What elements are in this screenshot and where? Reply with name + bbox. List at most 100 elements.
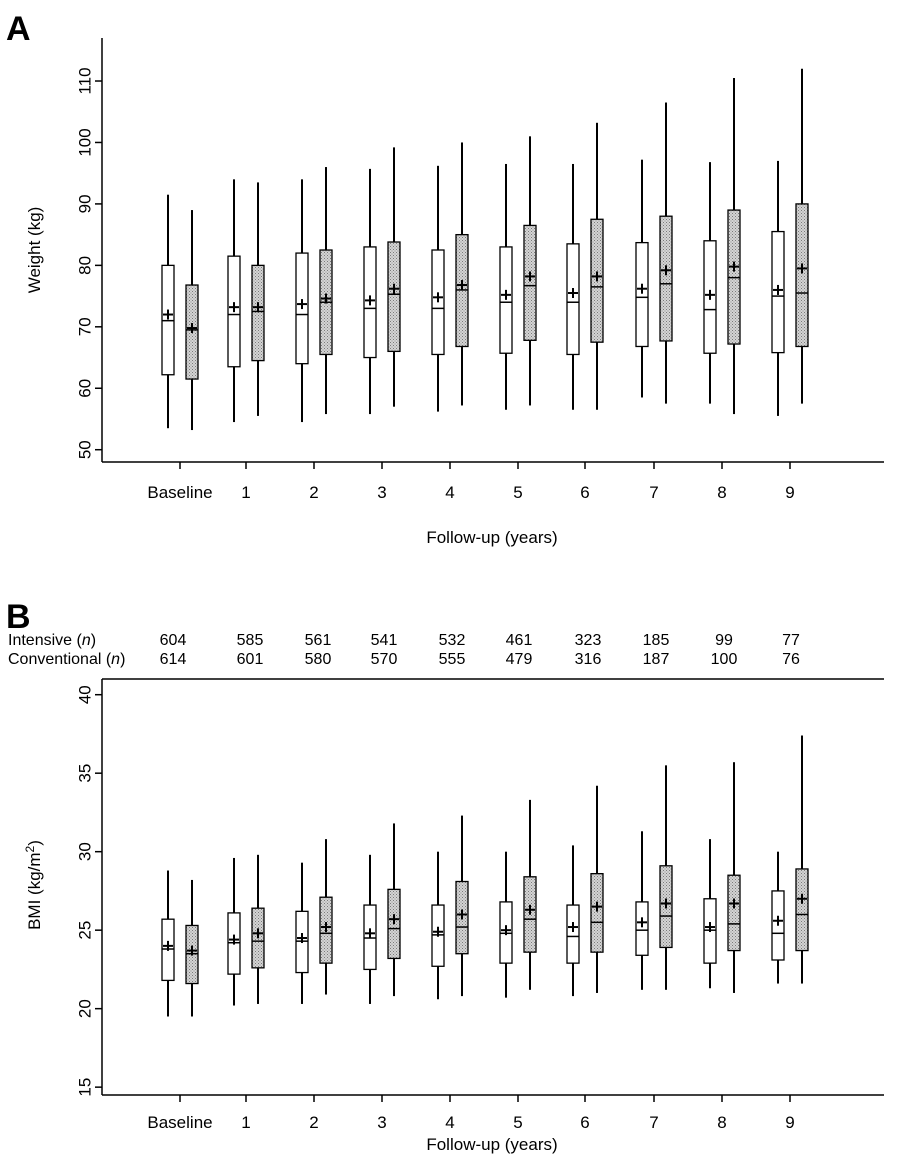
panel-a-box-shaded bbox=[185, 210, 199, 431]
panel-a-x-tick-label: 4 bbox=[445, 483, 454, 502]
panel-a-box-white bbox=[703, 162, 717, 404]
box-iqr bbox=[659, 215, 673, 342]
n-value: 580 bbox=[305, 651, 332, 668]
box-iqr bbox=[795, 868, 809, 952]
panel-a-x-tick-label: 8 bbox=[717, 483, 726, 502]
panel-a-y-tick-label: 70 bbox=[75, 317, 94, 336]
panel-b-box-white bbox=[227, 857, 241, 1006]
panel-b-box-shaded bbox=[795, 735, 809, 984]
n-value: 601 bbox=[237, 651, 264, 668]
panel-b-box-shaded bbox=[727, 762, 741, 993]
n-value: 316 bbox=[575, 651, 602, 668]
box-iqr bbox=[635, 901, 649, 956]
n-table: Intensive (n) Conventional (n) 604 585 561… bbox=[8, 632, 800, 668]
n-value: 479 bbox=[506, 651, 533, 668]
panel-b-y-tick-label: 35 bbox=[75, 764, 94, 783]
panel-b-x-ticks: Baseline 1 2 3 4 5 6 7 8 9 bbox=[147, 1095, 795, 1132]
panel-a-box-white bbox=[161, 194, 175, 429]
box-iqr bbox=[795, 203, 809, 348]
box-iqr bbox=[499, 246, 513, 354]
panel-b-box-shaded bbox=[523, 799, 537, 990]
panel-a-y-tick-label: 60 bbox=[75, 379, 94, 398]
n-value: 585 bbox=[237, 632, 264, 649]
n-value: 76 bbox=[782, 651, 800, 668]
panel-letter-b: B bbox=[6, 598, 31, 636]
box-iqr bbox=[387, 241, 401, 353]
box-iqr bbox=[635, 241, 649, 348]
box-iqr bbox=[251, 264, 265, 362]
panel-b-x-tick-label: 5 bbox=[513, 1113, 522, 1132]
panel-a-boxes bbox=[161, 68, 809, 431]
n-value: 555 bbox=[439, 651, 466, 668]
panel-b-box-shaded bbox=[455, 815, 469, 997]
panel-a-box-white bbox=[499, 163, 513, 410]
panel-a-box-shaded bbox=[795, 68, 809, 404]
panel-b-x-tick-label: 8 bbox=[717, 1113, 726, 1132]
n-value: 532 bbox=[439, 632, 466, 649]
panel-b-box-shaded bbox=[251, 854, 265, 1004]
n-value: 187 bbox=[643, 651, 670, 668]
panel-b-box-white bbox=[703, 839, 717, 989]
n-value: 323 bbox=[575, 632, 602, 649]
n-row-label-conventional: Conventional (n) bbox=[8, 651, 125, 668]
panel-a-x-tick-label: 7 bbox=[649, 483, 658, 502]
n-row-label-intensive: Intensive (n) bbox=[8, 632, 96, 649]
panel-b-x-tick-label: 7 bbox=[649, 1113, 658, 1132]
box-iqr bbox=[566, 243, 580, 356]
n-value: 570 bbox=[371, 651, 398, 668]
panel-b-box-white bbox=[363, 854, 377, 1004]
panel-a-y-tick-label: 100 bbox=[75, 128, 94, 156]
panel-b-box-white bbox=[161, 870, 175, 1017]
n-value: 185 bbox=[643, 632, 670, 649]
panel-a-x-tick-label: 9 bbox=[785, 483, 794, 502]
panel-b-box-white bbox=[499, 851, 513, 998]
panel-a-box-white bbox=[771, 160, 785, 416]
panel-a-box-shaded bbox=[590, 122, 604, 410]
panel-b-x-tick-label: 6 bbox=[580, 1113, 589, 1132]
box-iqr bbox=[590, 873, 604, 953]
panel-b-x-tick-label: 9 bbox=[785, 1113, 794, 1132]
panel-a-box-shaded bbox=[319, 167, 333, 415]
panel-b-x-axis-title: Follow-up (years) bbox=[426, 1135, 557, 1154]
panel-letter-a: A bbox=[6, 10, 31, 48]
panel-b-plot: 15 20 25 30 35 40 Baseline 1 2 3 4 5 6 7 8 9 BMI (kg/m… bbox=[23, 678, 884, 1154]
n-value: 604 bbox=[160, 632, 187, 649]
n-value: 100 bbox=[711, 651, 738, 668]
box-iqr bbox=[523, 224, 537, 341]
panel-a-box-shaded bbox=[727, 77, 741, 415]
panel-b-box-shaded bbox=[185, 879, 199, 1017]
panel-a-box-shaded bbox=[251, 182, 265, 416]
panel-b-box-white bbox=[431, 851, 445, 1000]
n-value: 461 bbox=[506, 632, 533, 649]
n-table-values: 604 585 561 541 532 461 323 185 99 77 614 601 580 570… bbox=[160, 632, 800, 668]
panel-a-plot: 50 60 70 80 90 100 110 Baseline 1 2 3 4 5 6 7 8 9 Weigh… bbox=[25, 38, 884, 547]
panel-b-x-tick-label: 1 bbox=[241, 1113, 250, 1132]
n-value: 561 bbox=[305, 632, 332, 649]
panel-b-x-tick-label: 4 bbox=[445, 1113, 454, 1132]
panel-b-x-tick-label: Baseline bbox=[147, 1113, 212, 1132]
panel-a-y-tick-label: 80 bbox=[75, 256, 94, 275]
panel-a-y-tick-label: 90 bbox=[75, 194, 94, 213]
panel-a-x-ticks: Baseline 1 2 3 4 5 6 7 8 9 bbox=[147, 462, 795, 502]
panel-b-box-white bbox=[295, 862, 309, 1004]
n-value: 77 bbox=[782, 632, 800, 649]
box-iqr bbox=[566, 904, 580, 964]
panel-b-box-white bbox=[771, 851, 785, 984]
panel-a-box-white bbox=[566, 163, 580, 410]
panel-a-y-tick-label: 50 bbox=[75, 440, 94, 459]
panel-b-y-tick-label: 25 bbox=[75, 921, 94, 940]
panel-a-x-tick-label: 5 bbox=[513, 483, 522, 502]
panel-a-box-white bbox=[227, 179, 241, 423]
panel-a-x-axis-title: Follow-up (years) bbox=[426, 528, 557, 547]
panel-a-box-white bbox=[635, 159, 649, 398]
panel-a-x-tick-label: 3 bbox=[377, 483, 386, 502]
panel-b-y-ticks: 15 20 25 30 35 40 bbox=[75, 685, 102, 1097]
panel-b-box-shaded bbox=[387, 823, 401, 997]
panel-a-y-ticks: 50 60 70 80 90 100 110 bbox=[75, 67, 102, 459]
panel-b-x-tick-label: 3 bbox=[377, 1113, 386, 1132]
panel-b-y-axis-title: BMI (kg/m2) bbox=[23, 840, 44, 930]
panel-b-box-shaded bbox=[319, 839, 333, 995]
panel-a-box-shaded bbox=[523, 136, 537, 406]
panel-b-y-tick-label: 30 bbox=[75, 842, 94, 861]
